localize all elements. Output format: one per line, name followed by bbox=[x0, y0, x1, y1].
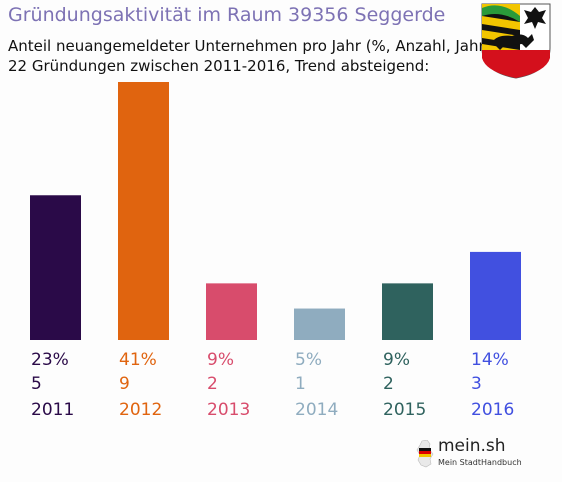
saxony-anhalt-coat-of-arms-icon bbox=[481, 3, 551, 79]
year-label-2016: 2016 bbox=[471, 400, 514, 420]
bar-2014 bbox=[294, 308, 345, 340]
mein-sh-logo[interactable]: mein.sh Mein StadtHandbuch bbox=[414, 434, 526, 474]
logo-name: mein.sh bbox=[438, 436, 506, 456]
percent-label-2015: 9% bbox=[383, 350, 410, 370]
year-label-2013: 2013 bbox=[207, 400, 250, 420]
chart-title: Gründungsaktivität im Raum 39356 Seggerd… bbox=[8, 4, 446, 26]
percent-label-2012: 41% bbox=[119, 350, 157, 370]
year-label-2015: 2015 bbox=[383, 400, 426, 420]
percent-label-2016: 14% bbox=[471, 350, 509, 370]
percent-label-2014: 5% bbox=[295, 350, 322, 370]
germany-map-icon bbox=[416, 440, 434, 468]
bar-2016 bbox=[470, 251, 521, 340]
count-label-2014: 1 bbox=[295, 374, 306, 394]
count-label-2015: 2 bbox=[383, 374, 394, 394]
year-label-2011: 2011 bbox=[31, 400, 74, 420]
year-label-2014: 2014 bbox=[295, 400, 338, 420]
logo-tagline: Mein StadtHandbuch bbox=[438, 458, 522, 467]
count-label-2016: 3 bbox=[471, 374, 482, 394]
count-label-2011: 5 bbox=[31, 374, 42, 394]
bar-2012 bbox=[118, 82, 169, 340]
chart-subtitle-line2: 22 Gründungen zwischen 2011-2016, Trend … bbox=[8, 57, 430, 75]
bar-2015 bbox=[382, 283, 433, 340]
chart-subtitle-line1: Anteil neuangemeldeter Unternehmen pro J… bbox=[8, 37, 491, 55]
percent-label-2013: 9% bbox=[207, 350, 234, 370]
year-label-2012: 2012 bbox=[119, 400, 162, 420]
bar-2011 bbox=[30, 195, 81, 340]
percent-label-2011: 23% bbox=[31, 350, 69, 370]
count-label-2012: 9 bbox=[119, 374, 130, 394]
bar-2013 bbox=[206, 283, 257, 340]
count-label-2013: 2 bbox=[207, 374, 218, 394]
